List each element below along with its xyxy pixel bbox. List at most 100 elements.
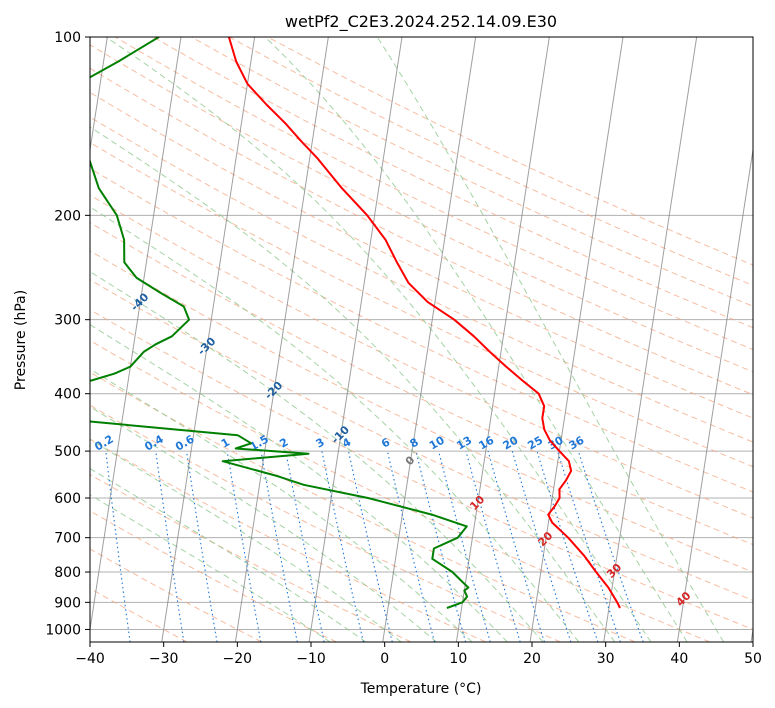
mixing-ratio-label: 10 — [427, 433, 447, 452]
isotherm-label: 0 — [403, 453, 418, 468]
dry-adiabat — [90, 141, 753, 468]
mixing-ratio-line — [155, 451, 185, 642]
mixing-ratio-label: 20 — [501, 433, 521, 452]
mixing-ratio-line — [186, 451, 218, 642]
y-tick-label: 1000 — [45, 622, 81, 638]
mixing-ratio-label: 6 — [379, 435, 392, 450]
dry-adiabat — [90, 548, 262, 642]
mixing-ratio-label: 2 — [277, 436, 290, 451]
x-tick-label: 20 — [523, 651, 541, 667]
mixing-ratio-line — [577, 450, 644, 642]
isotherm — [308, 37, 403, 642]
mixing-ratio-line — [347, 450, 393, 642]
y-tick-label: 600 — [54, 491, 81, 507]
dry-adiabat — [90, 404, 561, 642]
x-axis-label: Temperature (°C) — [360, 681, 482, 697]
temperature-line — [227, 37, 621, 609]
dry-adiabat — [90, 339, 710, 642]
y-tick-label: 400 — [54, 387, 81, 403]
isotherm-label: -40 — [128, 290, 151, 313]
isotherm — [161, 37, 256, 642]
isotherm — [603, 37, 698, 642]
dry-adiabat — [90, 279, 753, 601]
isotherm — [529, 37, 624, 642]
mixing-ratio-line — [321, 450, 364, 642]
x-tick-label: −20 — [223, 651, 253, 667]
x-tick-label: −10 — [296, 651, 326, 667]
isotherm — [676, 146, 753, 642]
sounding-traces — [90, 37, 621, 609]
isotherm — [234, 37, 329, 642]
dry-adiabat — [267, 37, 753, 266]
moist-adiabat — [90, 494, 331, 642]
y-tick-label: 100 — [54, 30, 81, 46]
mixing-ratio-label: 16 — [476, 433, 496, 452]
y-axis-ticks: 100 200 300 400 500 600 700 800 900 1000 — [45, 30, 90, 638]
isotherm — [455, 37, 550, 642]
plot-frame — [89, 36, 754, 643]
isotherm-label: 20 — [535, 529, 555, 549]
mixing-ratio-label: 25 — [525, 434, 545, 453]
dry-adiabats — [90, 37, 753, 642]
isotherm-label: 10 — [467, 493, 487, 513]
mixing-ratio-line — [105, 451, 131, 642]
isotherm-label: 30 — [604, 561, 624, 581]
dry-adiabat — [90, 194, 753, 519]
x-axis-ticks: −40 −30 −20 −10 0 10 20 30 40 50 — [75, 642, 762, 667]
moist-adiabat — [90, 406, 437, 642]
mixing-ratio-label: 36 — [567, 433, 587, 452]
y-tick-label: 500 — [54, 444, 81, 460]
isotherm — [382, 37, 477, 642]
mixing-ratio-label: 8 — [408, 436, 421, 451]
dry-adiabat — [229, 37, 753, 286]
isotherm-label: 40 — [674, 589, 694, 609]
moist-adiabat — [90, 206, 580, 642]
dry-adiabat — [152, 37, 753, 329]
moist-adiabat — [105, 37, 652, 642]
moist-adiabat — [90, 438, 402, 642]
mixing-ratio-line — [487, 450, 545, 642]
isotherm — [90, 37, 182, 633]
x-tick-label: 0 — [380, 651, 389, 667]
y-tick-label: 900 — [54, 595, 81, 611]
moist-adiabat — [90, 368, 473, 642]
dry-adiabat — [90, 371, 636, 642]
isotherm — [90, 37, 108, 154]
dry-adiabat — [90, 167, 753, 493]
x-tick-label: −30 — [149, 651, 179, 667]
moist-adiabat — [90, 126, 616, 642]
moist-adiabat — [264, 37, 688, 642]
y-axis-label: Pressure (hPa) — [13, 290, 29, 390]
mixing-ratio-label: 0.2 — [92, 433, 115, 454]
plot-area: 0.1 0.2 0.4 0.6 1 1.5 2 3 4 6 8 10 13 16 20 25 30 36 -40-… — [90, 37, 753, 642]
dry-adiabat — [90, 44, 753, 373]
moist-adiabat — [376, 37, 725, 642]
x-tick-label: 40 — [670, 651, 688, 667]
isotherm-label: -20 — [262, 379, 285, 402]
dry-adiabat — [191, 37, 753, 307]
y-tick-label: 200 — [54, 208, 81, 224]
isotherms — [90, 37, 753, 642]
moist-adiabat — [90, 324, 508, 642]
dry-adiabat — [90, 221, 753, 546]
mixing-ratio-line — [386, 450, 436, 642]
x-tick-label: 50 — [744, 651, 762, 667]
dry-adiabat — [90, 67, 753, 396]
x-tick-label: −40 — [75, 651, 105, 667]
mixing-ratio-line — [536, 450, 599, 642]
isotherm — [750, 626, 753, 642]
chart-title: wetPf2_C2E3.2024.252.14.09.E30 — [285, 12, 557, 32]
mixing-ratio-line — [226, 451, 262, 642]
mixing-ratio-line — [465, 450, 521, 642]
y-tick-label: 700 — [54, 531, 81, 547]
x-tick-label: 10 — [449, 651, 467, 667]
dry-adiabat — [90, 250, 753, 573]
dry-adiabat — [90, 116, 753, 443]
mixing-ratio-label: 1 — [219, 436, 232, 451]
x-tick-label: 30 — [597, 651, 615, 667]
mixing-ratio-line — [438, 450, 491, 642]
dewpoint-line — [90, 37, 470, 609]
mixing-ratio-line — [511, 450, 572, 642]
moist-adiabats — [90, 37, 725, 642]
